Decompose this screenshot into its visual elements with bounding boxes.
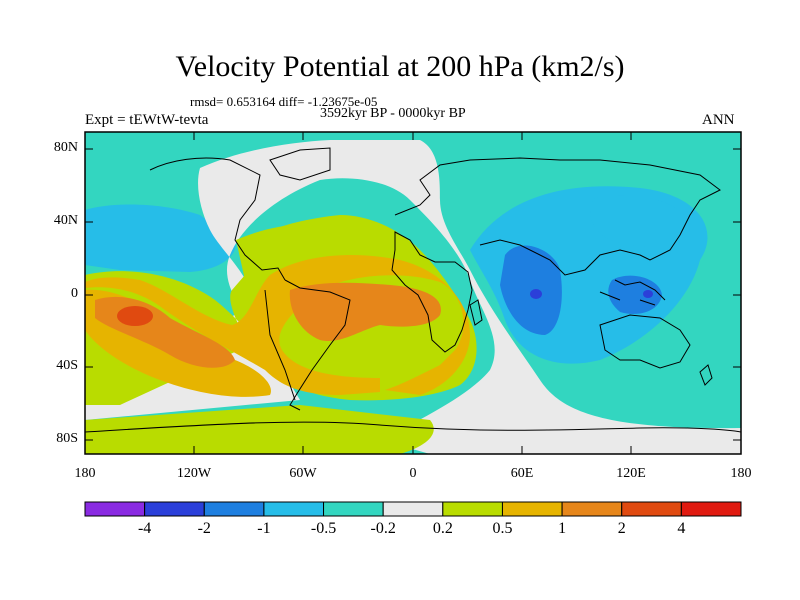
colorbar-label: 0.2 — [432, 520, 453, 537]
x-tick-label: 180 — [74, 466, 96, 481]
y-tick-label: 0 — [71, 286, 78, 301]
y-tick-label: 40S — [56, 358, 78, 373]
max-south-pacific — [117, 306, 153, 326]
colorbar-swatch — [203, 501, 265, 517]
y-tick-label: 80N — [53, 140, 78, 155]
colorbar-swatch — [263, 501, 325, 517]
x-tick-label: 60W — [289, 466, 317, 481]
colorbar-swatch — [323, 501, 384, 517]
colorbar-label: 2 — [617, 520, 626, 537]
madagascar-coast — [469, 299, 483, 326]
colorbar-label: 4 — [677, 520, 686, 537]
min-maritime — [643, 290, 653, 298]
colorbar-swatch — [144, 501, 205, 517]
south-america-west-coast — [264, 289, 296, 401]
colorbar-label: 0.5 — [492, 520, 513, 537]
indonesia-coast — [599, 279, 666, 306]
colorbar-swatch — [382, 501, 444, 517]
colorbar-label: -0.2 — [370, 520, 396, 537]
experiment-label: Expt = tEWtW-tevta — [85, 112, 209, 128]
coastlines — [85, 147, 741, 433]
band-neg-2-indian — [500, 245, 562, 335]
eurasia-coast — [394, 157, 721, 276]
colorbar-label: -0.5 — [310, 520, 337, 537]
stats-line: rmsd= 0.653164 diff= -1.23675e-05 — [190, 94, 378, 109]
colorbar — [84, 501, 742, 517]
colorbar-label: -2 — [197, 520, 211, 537]
band-neg-2-maritime — [608, 275, 662, 315]
x-tick-label: 120W — [176, 466, 212, 481]
x-tick-label: 60E — [510, 466, 534, 481]
contour-field — [85, 132, 741, 454]
antarctica-coast — [85, 421, 741, 433]
australia-coast — [599, 314, 691, 369]
period-label: 3592kyr BP - 0000kyr BP — [320, 106, 466, 121]
band-pos-0.2-south — [85, 405, 434, 454]
colorbar-label: -4 — [137, 520, 152, 537]
colorbar-swatch — [84, 501, 146, 517]
colorbar-swatch — [501, 501, 563, 517]
africa-coast — [391, 231, 473, 353]
greenland-coast — [269, 147, 331, 181]
new-zealand-coast — [699, 364, 713, 386]
band-pos-0.5 — [85, 255, 470, 395]
north-america-coast — [149, 157, 286, 281]
band-pos-1-atlantic — [289, 282, 441, 342]
season-label: ANN — [702, 112, 735, 128]
band-neg-1-west — [85, 204, 236, 272]
colorbar-label: 1 — [558, 520, 567, 537]
colorbar-swatch — [621, 501, 682, 517]
band-neg-1-asia — [590, 195, 690, 247]
x-tick-label: 120E — [616, 466, 646, 481]
colorbar-swatch — [561, 501, 623, 517]
x-tick-label: 180 — [730, 466, 752, 481]
map-title: Velocity Potential at 200 hPa (km2/s) — [175, 50, 625, 83]
y-tick-label: 80S — [56, 431, 78, 446]
y-axis-ticks — [85, 148, 741, 441]
colorbar-label: -1 — [257, 520, 271, 537]
colorbar-swatch — [680, 501, 742, 517]
x-tick-label: 0 — [409, 466, 417, 481]
colorbar-swatch — [442, 501, 503, 517]
min-indian-ocean — [530, 289, 542, 299]
y-tick-label: 40N — [53, 213, 78, 228]
x-axis-ticks — [84, 132, 632, 454]
